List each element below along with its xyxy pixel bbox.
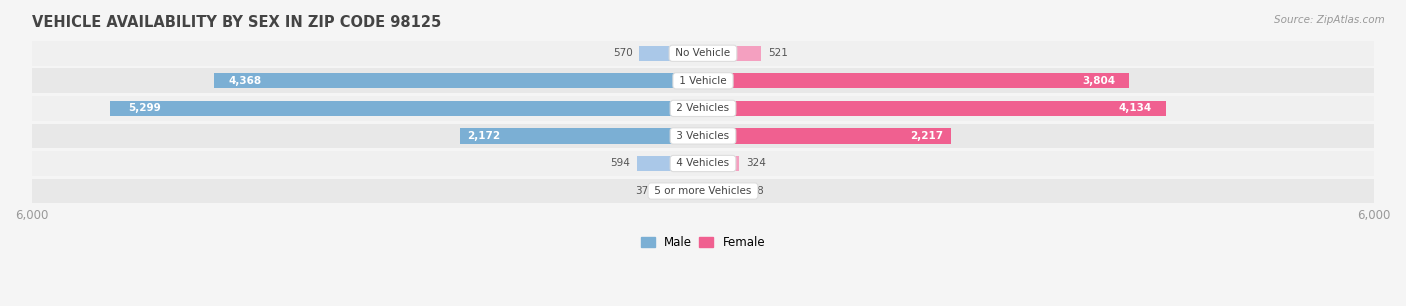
Legend: Male, Female: Male, Female xyxy=(636,232,770,254)
Text: 373: 373 xyxy=(634,186,655,196)
Bar xyxy=(703,184,738,199)
Text: 5 or more Vehicles: 5 or more Vehicles xyxy=(651,186,755,196)
Text: 521: 521 xyxy=(768,48,787,58)
Bar xyxy=(703,128,950,144)
Text: 5,299: 5,299 xyxy=(128,103,160,114)
Bar xyxy=(214,73,703,88)
Bar xyxy=(703,46,761,61)
Bar xyxy=(460,128,703,144)
Text: VEHICLE AVAILABILITY BY SEX IN ZIP CODE 98125: VEHICLE AVAILABILITY BY SEX IN ZIP CODE … xyxy=(32,15,441,30)
Bar xyxy=(640,46,703,61)
Bar xyxy=(32,96,1374,121)
Bar xyxy=(703,156,740,171)
Text: 3,804: 3,804 xyxy=(1083,76,1116,86)
Bar xyxy=(32,151,1374,176)
Text: 3 Vehicles: 3 Vehicles xyxy=(673,131,733,141)
Text: 4,368: 4,368 xyxy=(229,76,262,86)
Text: 308: 308 xyxy=(744,186,763,196)
Text: 4 Vehicles: 4 Vehicles xyxy=(673,159,733,169)
Text: Source: ZipAtlas.com: Source: ZipAtlas.com xyxy=(1274,15,1385,25)
Bar xyxy=(32,124,1374,148)
Text: No Vehicle: No Vehicle xyxy=(672,48,734,58)
Bar xyxy=(637,156,703,171)
Bar xyxy=(32,69,1374,93)
Text: 2 Vehicles: 2 Vehicles xyxy=(673,103,733,114)
Text: 4,134: 4,134 xyxy=(1118,103,1152,114)
Text: 2,217: 2,217 xyxy=(911,131,943,141)
Bar xyxy=(703,101,1166,116)
Text: 324: 324 xyxy=(747,159,766,169)
Text: 570: 570 xyxy=(613,48,633,58)
Text: 1 Vehicle: 1 Vehicle xyxy=(676,76,730,86)
Text: 594: 594 xyxy=(610,159,630,169)
Bar xyxy=(661,184,703,199)
Bar xyxy=(703,73,1129,88)
Bar xyxy=(32,179,1374,203)
Bar xyxy=(110,101,703,116)
Text: 2,172: 2,172 xyxy=(467,131,501,141)
Bar xyxy=(32,41,1374,66)
